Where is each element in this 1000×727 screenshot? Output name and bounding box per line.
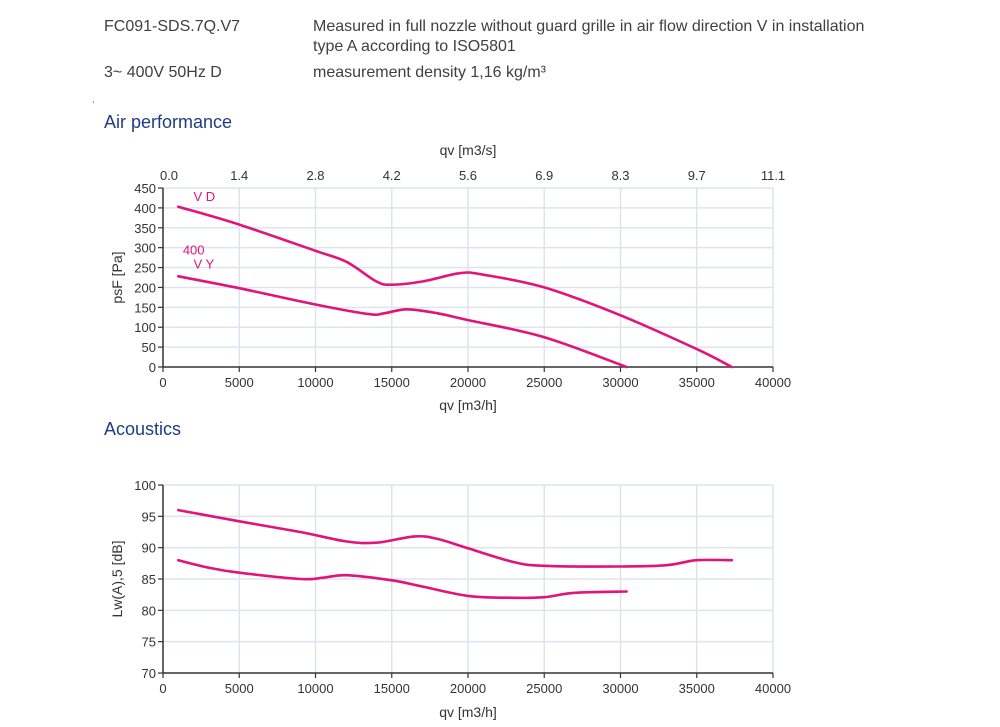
air-curve-annotation: 400 <box>183 243 205 258</box>
acoustics-y-tick-label: 85 <box>142 572 156 587</box>
acoustics-x-tick-label: 0 <box>159 681 166 696</box>
acoustics-y-tick-label: 90 <box>142 541 156 556</box>
air-y-tick-label: 0 <box>149 360 156 375</box>
air-performance-title: Air performance <box>104 112 233 132</box>
air-x-tick-label: 20000 <box>450 375 486 390</box>
acoustics-y-tick-label: 70 <box>142 666 156 681</box>
acoustics-x-axis-label: qv [m3/h] <box>439 704 497 720</box>
air-curve-annotation: V D <box>194 189 216 204</box>
air-x-tick-label: 10000 <box>297 375 333 390</box>
air-y-tick-label: 300 <box>134 241 156 256</box>
acoustics-title: Acoustics <box>104 419 182 439</box>
air-x2-tick-label: 0.0 <box>160 168 178 183</box>
air-x-tick-label: 30000 <box>602 375 638 390</box>
air-curve-annotation: V Y <box>194 257 215 272</box>
acoustics-y-tick-label: 100 <box>134 478 156 493</box>
acoustics-x-tick-label: 25000 <box>526 681 562 696</box>
acoustics-y-axis-label: Lw(A),5 [dB] <box>109 540 125 617</box>
bullet-mark <box>93 101 94 103</box>
air-x-tick-label: 40000 <box>755 375 791 390</box>
acoustics-y-tick-label: 80 <box>142 603 156 618</box>
air-y-tick-label: 450 <box>134 181 156 196</box>
air-x2-tick-label: 9.7 <box>688 168 706 183</box>
acoustics-y-tick-label: 95 <box>142 509 156 524</box>
air-y-tick-label: 50 <box>142 340 156 355</box>
air-y-tick-label: 350 <box>134 221 156 236</box>
measurement-density: measurement density 1,16 kg/m³ <box>313 64 546 81</box>
acoustics-x-tick-label: 30000 <box>602 681 638 696</box>
air-x-tick-label: 15000 <box>374 375 410 390</box>
air-series-vd <box>177 205 734 369</box>
air-y-tick-label: 100 <box>134 320 156 335</box>
air-x-tick-label: 0 <box>159 375 166 390</box>
measurement-note-line2: type A according to ISO5801 <box>313 38 516 55</box>
air-x2-tick-label: 5.6 <box>459 168 477 183</box>
acoustics-x-tick-label: 5000 <box>225 681 254 696</box>
acoustics-x-tick-label: 40000 <box>755 681 791 696</box>
air-y-axis-label: psF [Pa] <box>109 251 125 303</box>
acoustics-x-tick-label: 10000 <box>297 681 333 696</box>
air-x2-tick-label: 11.1 <box>761 168 785 183</box>
acoustics-x-tick-label: 20000 <box>450 681 486 696</box>
acoustics-series-vd <box>177 508 734 568</box>
air-x-tick-label: 35000 <box>679 375 715 390</box>
air-y-tick-label: 150 <box>134 300 156 315</box>
air-x-tick-label: 25000 <box>526 375 562 390</box>
air-y-tick-label: 400 <box>134 201 156 216</box>
air-x2-tick-label: 4.2 <box>383 168 401 183</box>
air-x2-axis-label: qv [m3/s] <box>440 142 497 158</box>
acoustics-y-tick-label: 75 <box>142 635 156 650</box>
air-x2-tick-label: 1.4 <box>230 168 248 183</box>
air-x2-tick-label: 8.3 <box>611 168 629 183</box>
acoustics-x-tick-label: 35000 <box>679 681 715 696</box>
air-x2-tick-label: 2.8 <box>306 168 324 183</box>
measurement-note-line1: Measured in full nozzle without guard gr… <box>313 18 865 35</box>
air-x-axis-label: qv [m3/h] <box>439 397 497 413</box>
power-supply: 3~ 400V 50Hz D <box>104 64 222 81</box>
acoustics-x-tick-label: 15000 <box>374 681 410 696</box>
air-x2-tick-label: 6.9 <box>535 168 553 183</box>
acoustics-series-vy <box>177 558 628 600</box>
air-x-tick-label: 5000 <box>225 375 254 390</box>
model-code: FC091-SDS.7Q.V7 <box>104 18 241 35</box>
air-series-vy <box>177 275 628 369</box>
air-y-tick-label: 250 <box>134 261 156 276</box>
air-y-tick-label: 200 <box>134 280 156 295</box>
